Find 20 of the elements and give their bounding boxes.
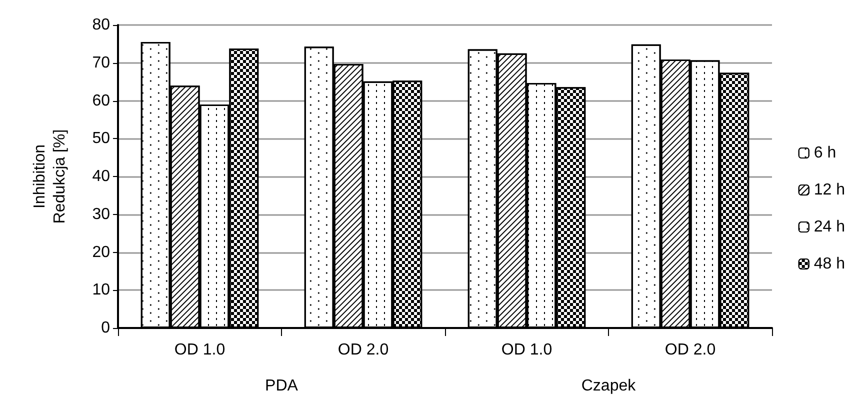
- y-tick-label: 50: [92, 130, 110, 148]
- text: PDA: [265, 378, 298, 394]
- legend-label: 12 h: [814, 182, 845, 198]
- y-tick-label: 20: [92, 244, 110, 261]
- y-tick-label: 0: [101, 320, 110, 336]
- y-tick-label: 70: [92, 54, 110, 72]
- x-tick-label: OD 2.0: [338, 342, 389, 358]
- legend-label: 48 h: [814, 256, 845, 272]
- legend-label: 24 h: [814, 218, 845, 236]
- y-tick-label: 60: [92, 92, 110, 110]
- x-tick-label: OD 1.0: [501, 342, 552, 358]
- y-tick-label: 30: [92, 206, 110, 223]
- x-tick-label: OD 2.0: [664, 342, 716, 358]
- x-tick-label: OD 1.0: [174, 342, 226, 358]
- y-tick-label: 10: [92, 282, 110, 299]
- text: Czapek: [581, 378, 637, 394]
- y-tick-label: 80: [92, 16, 110, 34]
- y-axis-title: Inhibition Redukcja [%]: [32, 129, 68, 224]
- legend-label: 6 h: [814, 144, 836, 162]
- y-tick-label: 40: [92, 168, 110, 185]
